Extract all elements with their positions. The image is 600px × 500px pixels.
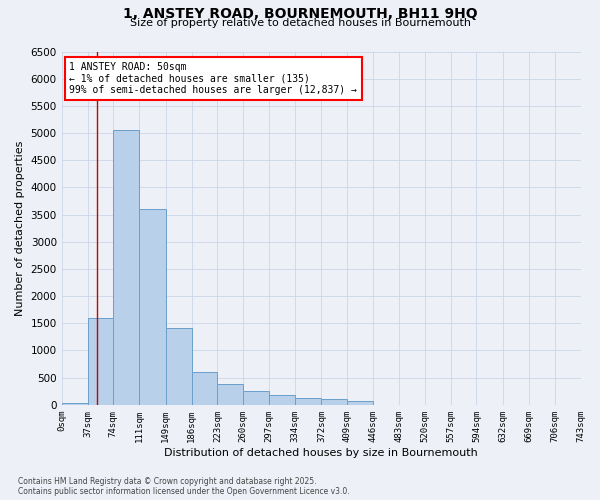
Bar [62, 403, 88, 405]
Bar [88, 318, 113, 405]
X-axis label: Distribution of detached houses by size in Bournemouth: Distribution of detached houses by size … [164, 448, 478, 458]
Bar [295, 398, 322, 405]
Text: Contains HM Land Registry data © Crown copyright and database right 2025.
Contai: Contains HM Land Registry data © Crown c… [18, 476, 350, 496]
Bar [347, 401, 373, 405]
Text: 1 ANSTEY ROAD: 50sqm
← 1% of detached houses are smaller (135)
99% of semi-detac: 1 ANSTEY ROAD: 50sqm ← 1% of detached ho… [70, 62, 358, 96]
Bar [166, 328, 191, 405]
Bar [217, 384, 243, 405]
Bar [269, 396, 295, 405]
Bar [139, 209, 166, 405]
Text: 1, ANSTEY ROAD, BOURNEMOUTH, BH11 9HQ: 1, ANSTEY ROAD, BOURNEMOUTH, BH11 9HQ [122, 8, 478, 22]
Bar [243, 391, 269, 405]
Bar [191, 372, 217, 405]
Text: Size of property relative to detached houses in Bournemouth: Size of property relative to detached ho… [130, 18, 470, 28]
Y-axis label: Number of detached properties: Number of detached properties [15, 140, 25, 316]
Bar [322, 400, 347, 405]
Bar [113, 130, 139, 405]
